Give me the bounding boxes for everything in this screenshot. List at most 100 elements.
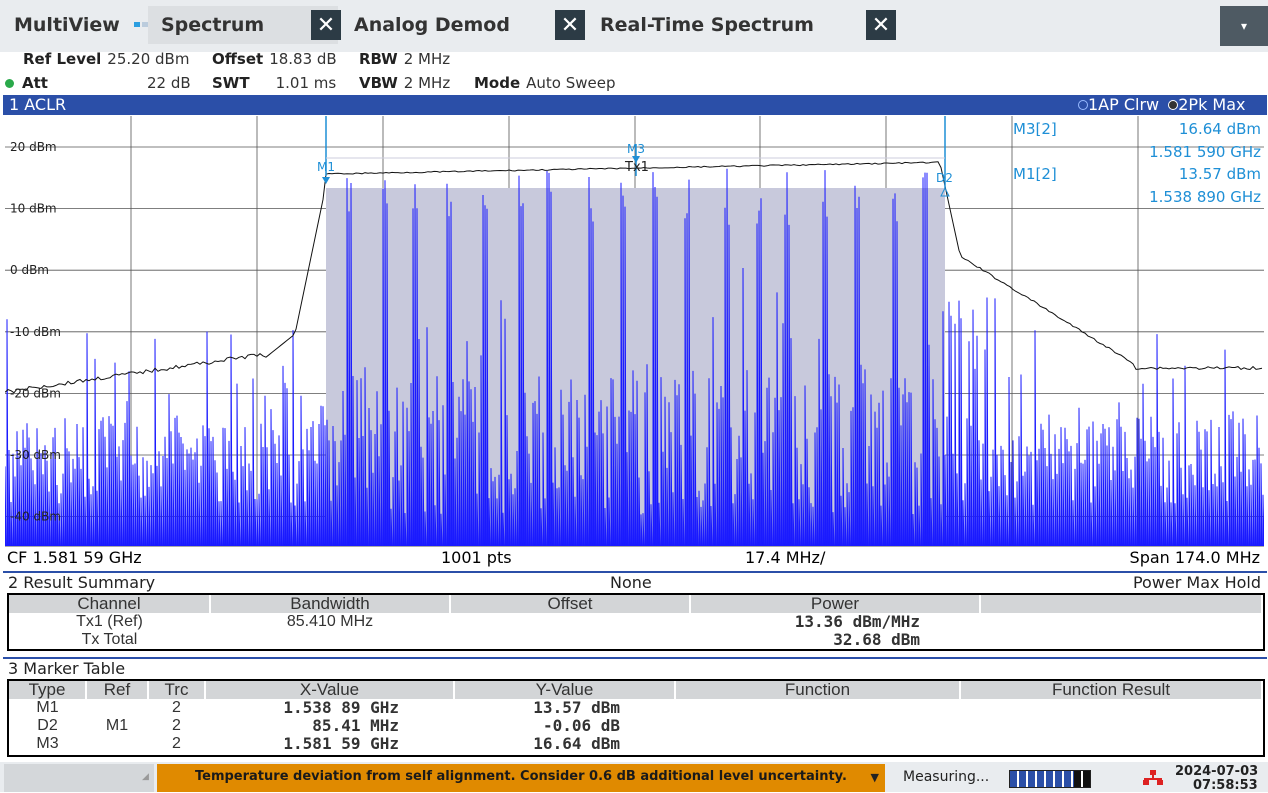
y-axis-tick-label: -10 dBm — [10, 325, 61, 339]
readout-m1-name: M1[2] — [1013, 165, 1057, 183]
tab-spectrum-label: Spectrum — [161, 14, 265, 36]
plot-footer: CF 1.581 59 GHz 1001 pts 17.4 MHz/ Span … — [5, 546, 1264, 569]
col-function: Function — [675, 681, 961, 699]
marker-readout: M3[2] 16.64 dBm 1.581 590 GHz M1[2] 13.5… — [1013, 120, 1261, 206]
table-row[interactable]: M3 2 1.581 59 GHz 16.64 dBm — [9, 735, 1262, 753]
status-date: 2024-07-03 — [1175, 764, 1259, 779]
result-summary-mode: Power Max Hold — [1132, 573, 1261, 592]
swt-value: 1.01 ms — [275, 74, 337, 92]
marker-table: Type Ref Trc X-Value Y-Value Function Fu… — [9, 681, 1263, 753]
ref-level-value: 25.20 dBm — [107, 50, 190, 68]
table-row[interactable]: Tx1 (Ref) 85.410 MHz 13.36 dBm/MHz — [9, 613, 1262, 631]
aclr-window-titlebar[interactable]: 1 ACLR 1AP Clrw 2Pk Max — [3, 95, 1267, 115]
spectrum-plot[interactable]: 20 dBm 10 dBm 0 dBm -10 dBm -20 dBm -30 dBm -4… — [4, 116, 1265, 547]
table-row[interactable]: Tx Total 32.68 dBm — [9, 631, 1262, 649]
table-row[interactable]: M1 2 1.538 89 GHz 13.57 dBm — [9, 699, 1262, 717]
vbw-label: VBW — [359, 74, 398, 92]
swt-setting[interactable]: SWT 1.01 ms — [212, 74, 336, 92]
att-indicator-icon — [5, 79, 14, 88]
rbw-setting[interactable]: RBW 2 MHz — [359, 50, 450, 68]
status-left-panel[interactable]: ◢ — [4, 764, 154, 792]
close-analog-demod-tab-icon[interactable]: ✕ — [555, 10, 585, 40]
y-axis-tick-label: 10 dBm — [10, 202, 57, 216]
expand-icon: ◢ — [142, 772, 149, 782]
channel-cell: Tx Total — [81, 631, 138, 648]
close-realtime-tab-icon[interactable]: ✕ — [866, 10, 896, 40]
y-axis-tick-label: -40 dBm — [10, 510, 61, 524]
ref-level-setting[interactable]: Ref Level 25.20 dBm — [23, 50, 189, 68]
trc-cell: 2 — [172, 717, 181, 734]
tx1-channel-label: Tx1 — [624, 160, 649, 175]
ref-level-label: Ref Level — [23, 50, 102, 68]
readout-m1-value: 13.57 dBm — [1179, 165, 1261, 183]
tab-multiview[interactable]: MultiView — [6, 6, 148, 44]
y-axis-tick-label: 20 dBm — [10, 140, 57, 154]
att-label: Att — [22, 74, 48, 92]
marker-table-title: 3 Marker Table — [8, 659, 126, 678]
att-setting[interactable]: Att — [5, 74, 54, 92]
table-row[interactable]: D2 M1 2 85.41 MHz -0.06 dB — [9, 717, 1262, 735]
y-value-cell: 13.57 dBm — [533, 698, 620, 717]
y-axis-tick-label: -20 dBm — [10, 386, 61, 400]
col-power: Power — [690, 595, 981, 613]
x-value-cell: 85.41 MHz — [312, 716, 399, 735]
warning-text: Temperature deviation from self alignmen… — [195, 769, 847, 784]
m3-marker-arrow — [632, 156, 640, 163]
network-icon[interactable] — [1143, 770, 1163, 786]
tab-analog-demod[interactable]: Analog Demod — [346, 6, 510, 44]
status-time: 07:58:53 — [1193, 778, 1258, 793]
mode-setting[interactable]: Mode Auto Sweep — [474, 74, 616, 92]
x-value-cell: 1.538 89 GHz — [283, 698, 399, 717]
tab-bar: MultiView Spectrum ✕ Analog Demod ✕ Real… — [0, 0, 1268, 52]
warning-dropdown-icon[interactable]: ▼ — [870, 771, 879, 784]
offset-value: 18.83 dB — [269, 50, 337, 68]
power-cell: 32.68 dBm — [833, 630, 920, 649]
trace2-label: 2Pk Max — [1178, 95, 1246, 114]
sweep-points[interactable]: 1001 pts — [441, 548, 512, 567]
col-offset: Offset — [450, 595, 691, 613]
progress-bar-tail — [1074, 771, 1090, 787]
span[interactable]: Span 174.0 MHz — [1129, 548, 1260, 567]
bandwidth-cell — [210, 631, 450, 649]
col-channel: Channel — [9, 595, 211, 613]
rbw-value: 2 MHz — [403, 50, 451, 68]
center-frequency[interactable]: CF 1.581 59 GHz — [7, 548, 142, 567]
multiview-icon — [133, 20, 148, 30]
swt-label: SWT — [212, 74, 250, 92]
marker-table-titlebar[interactable]: 3 Marker Table — [3, 657, 1267, 679]
trace1-label: 1AP Clrw — [1088, 95, 1160, 114]
col-ref: Ref — [86, 681, 149, 699]
warning-message[interactable]: Temperature deviation from self alignmen… — [157, 764, 885, 792]
tab-realtime-label: Real-Time Spectrum — [600, 14, 814, 36]
result-summary-title: 2 Result Summary — [8, 573, 156, 592]
tab-multiview-label: MultiView — [14, 14, 120, 36]
frequency-per-division: 17.4 MHz/ — [745, 548, 826, 567]
readout-m1-freq: 1.538 890 GHz — [1149, 188, 1261, 206]
trace-1-ap-clrw — [4, 161, 1263, 394]
ref-cell: M1 — [105, 717, 129, 734]
tab-realtime-spectrum[interactable]: Real-Time Spectrum — [592, 6, 814, 44]
channel-cell: Tx1 (Ref) — [76, 613, 143, 630]
close-spectrum-tab-icon[interactable]: ✕ — [311, 10, 341, 40]
att-value: 22 dB — [147, 74, 191, 92]
vbw-setting[interactable]: VBW 2 MHz — [359, 74, 450, 92]
trc-cell: 2 — [172, 699, 181, 716]
mode-value: Auto Sweep — [526, 74, 616, 92]
trace1-icon — [1078, 100, 1088, 110]
result-summary-titlebar[interactable]: 2 Result Summary None Power Max Hold — [3, 571, 1267, 593]
vbw-value: 2 MHz — [403, 74, 451, 92]
offset-setting[interactable]: Offset 18.83 dB — [212, 50, 337, 68]
readout-m3-name: M3[2] — [1013, 120, 1057, 138]
col-y-value: Y-Value — [454, 681, 676, 699]
col-type: Type — [9, 681, 87, 699]
type-cell: D2 — [37, 717, 58, 734]
x-value-cell: 1.581 59 GHz — [283, 734, 399, 753]
col-trc: Trc — [148, 681, 206, 699]
tabs-dropdown-icon[interactable]: ▾ — [1220, 6, 1268, 46]
m1-marker-label: M1 — [317, 160, 335, 174]
status-bar: ◢ Temperature deviation from self alignm… — [0, 762, 1268, 793]
tab-spectrum[interactable]: Spectrum — [148, 6, 338, 44]
trace2-icon — [1168, 100, 1179, 110]
col-function-result: Function Result — [960, 681, 1263, 699]
trc-cell: 2 — [172, 735, 181, 752]
